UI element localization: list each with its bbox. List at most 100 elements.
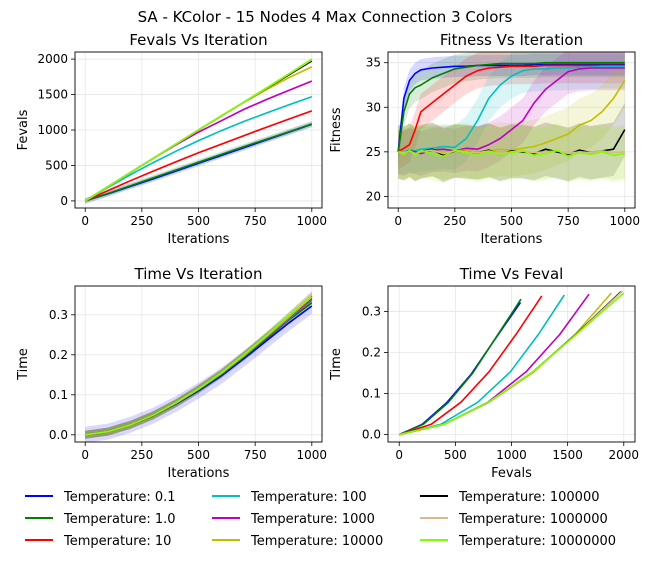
- x-tick-label-3: 750: [244, 214, 267, 228]
- y-tick-label-0: 0.0: [49, 428, 68, 442]
- series-line-6: [399, 292, 613, 436]
- x-tick-label-3: 1500: [552, 448, 583, 462]
- y-tick-label-1: 25: [366, 145, 381, 159]
- band-7: [398, 102, 625, 183]
- legend-label: Temperature: 10: [63, 534, 171, 549]
- legend-label: Temperature: 1000: [250, 512, 375, 527]
- legend-label: Temperature: 10000000: [458, 534, 616, 549]
- x-tick-label-1: 250: [443, 214, 466, 228]
- plot-area: [84, 58, 313, 204]
- x-tick-label-0: 0: [81, 214, 89, 228]
- series-line-8: [399, 290, 624, 436]
- x-tick-label-3: 750: [244, 448, 267, 462]
- chart-panel-3: 0 250 500 750 1000 0.0 0.1 0.2 0.3 Time Vs Iterat…: [16, 265, 327, 481]
- legend-item-2: Temperature: 1.0: [25, 512, 176, 527]
- legend-label: Temperature: 100: [250, 490, 367, 505]
- plot-area: [397, 52, 626, 183]
- legend-label: Temperature: 1000000: [458, 512, 608, 527]
- y-tick-label-3: 35: [366, 56, 381, 70]
- y-axis-label: Fevals: [16, 109, 31, 150]
- x-tick-label-4: 1000: [610, 214, 641, 228]
- series-line-3: [397, 64, 625, 153]
- legend-item-7: Temperature: 100000: [420, 490, 600, 505]
- series-line-3: [398, 295, 543, 436]
- x-tick-label-4: 1000: [297, 448, 328, 462]
- series-line-4: [84, 95, 313, 202]
- x-tick-label-1: 250: [130, 448, 153, 462]
- chart-title: Fevals Vs Iteration: [129, 31, 267, 49]
- y-tick-label-0: 0: [60, 194, 68, 208]
- chart-panel-2: 0 250 500 750 1000 20 25 30 35 Fitness Vs Iterati…: [329, 31, 640, 247]
- legend-item-6: Temperature: 10000: [212, 534, 383, 549]
- y-tick-label-1: 500: [45, 158, 68, 172]
- band-1: [85, 298, 312, 442]
- y-tick-label-1: 0.1: [49, 388, 68, 402]
- y-tick-label-2: 0.2: [49, 348, 68, 362]
- x-tick-label-4: 1000: [297, 214, 328, 228]
- series-line-2: [84, 123, 313, 202]
- y-axis-label: Time: [16, 348, 31, 381]
- x-axis-label: Iterations: [168, 232, 230, 247]
- legend: Temperature: 0.1 Temperature: 1.0 Temperat…: [25, 490, 616, 549]
- y-tick-label-0: 0.0: [362, 428, 381, 442]
- band-2: [398, 52, 625, 167]
- series-line-7: [399, 291, 622, 436]
- y-tick-label-3: 0.3: [362, 304, 381, 318]
- x-tick-label-0: 0: [81, 448, 89, 462]
- chart-panel-4: 0 500 1000 1500 2000 0.0 0.1 0.2 0.3 Time Vs Feva…: [329, 265, 639, 481]
- band-3: [398, 52, 625, 170]
- series-line-2: [398, 298, 522, 436]
- plot-area: [85, 290, 313, 442]
- series-line-1: [398, 301, 522, 436]
- x-tick-label-4: 2000: [608, 448, 639, 462]
- x-tick-label-2: 500: [187, 448, 210, 462]
- y-tick-label-2: 1000: [37, 123, 68, 137]
- legend-label: Temperature: 1.0: [63, 512, 176, 527]
- series-line-9: [85, 296, 313, 436]
- series-line-1: [397, 63, 625, 152]
- legend-item-4: Temperature: 100: [212, 490, 367, 505]
- x-axis-label: Iterations: [481, 232, 543, 247]
- series-line-4: [398, 65, 625, 153]
- x-tick-label-1: 250: [130, 214, 153, 228]
- legend-label: Temperature: 100000: [458, 490, 600, 505]
- y-tick-label-4: 2000: [37, 52, 68, 66]
- x-tick-label-1: 500: [444, 448, 467, 462]
- series-line-9: [397, 149, 625, 158]
- x-tick-label-2: 500: [187, 214, 210, 228]
- legend-label: Temperature: 0.1: [63, 490, 176, 505]
- series-line-9: [399, 292, 625, 436]
- chart-title: Time Vs Iteration: [134, 265, 263, 283]
- band-6: [398, 53, 625, 181]
- series-line-9: [84, 58, 313, 202]
- y-axis-label: Time: [329, 348, 344, 381]
- x-tick-label-2: 1000: [496, 448, 527, 462]
- x-axis-label: Fevals: [491, 466, 532, 481]
- legend-label: Temperature: 10000: [250, 534, 383, 549]
- series-line-4: [399, 294, 565, 436]
- y-tick-label-2: 30: [366, 100, 381, 114]
- y-axis-label: Fitness: [329, 107, 344, 152]
- y-tick-label-0: 20: [366, 189, 381, 203]
- plot-area: [398, 290, 625, 436]
- y-tick-label-3: 1500: [37, 88, 68, 102]
- chart-panel-1: 0 250 500 750 1000 0 500 1000 1500 2000 Fevals Vs …: [16, 31, 327, 247]
- y-tick-label-3: 0.3: [49, 308, 68, 322]
- legend-item-9: Temperature: 10000000: [420, 534, 616, 549]
- legend-item-3: Temperature: 10: [25, 534, 171, 549]
- legend-item-1: Temperature: 0.1: [25, 490, 176, 505]
- band-4: [398, 52, 625, 175]
- legend-item-8: Temperature: 1000000: [420, 512, 608, 527]
- legend-item-5: Temperature: 1000: [212, 512, 375, 527]
- x-tick-label-3: 750: [557, 214, 580, 228]
- y-tick-label-2: 0.2: [362, 346, 381, 360]
- chart-title: Time Vs Feval: [459, 265, 564, 283]
- x-tick-label-2: 500: [500, 214, 523, 228]
- chart-title: Fitness Vs Iteration: [440, 31, 583, 49]
- x-tick-label-0: 0: [395, 448, 403, 462]
- figure-suptitle: SA - KColor - 15 Nodes 4 Max Connection …: [138, 8, 513, 26]
- y-tick-label-1: 0.1: [362, 387, 381, 401]
- x-axis-label: Iterations: [168, 466, 230, 481]
